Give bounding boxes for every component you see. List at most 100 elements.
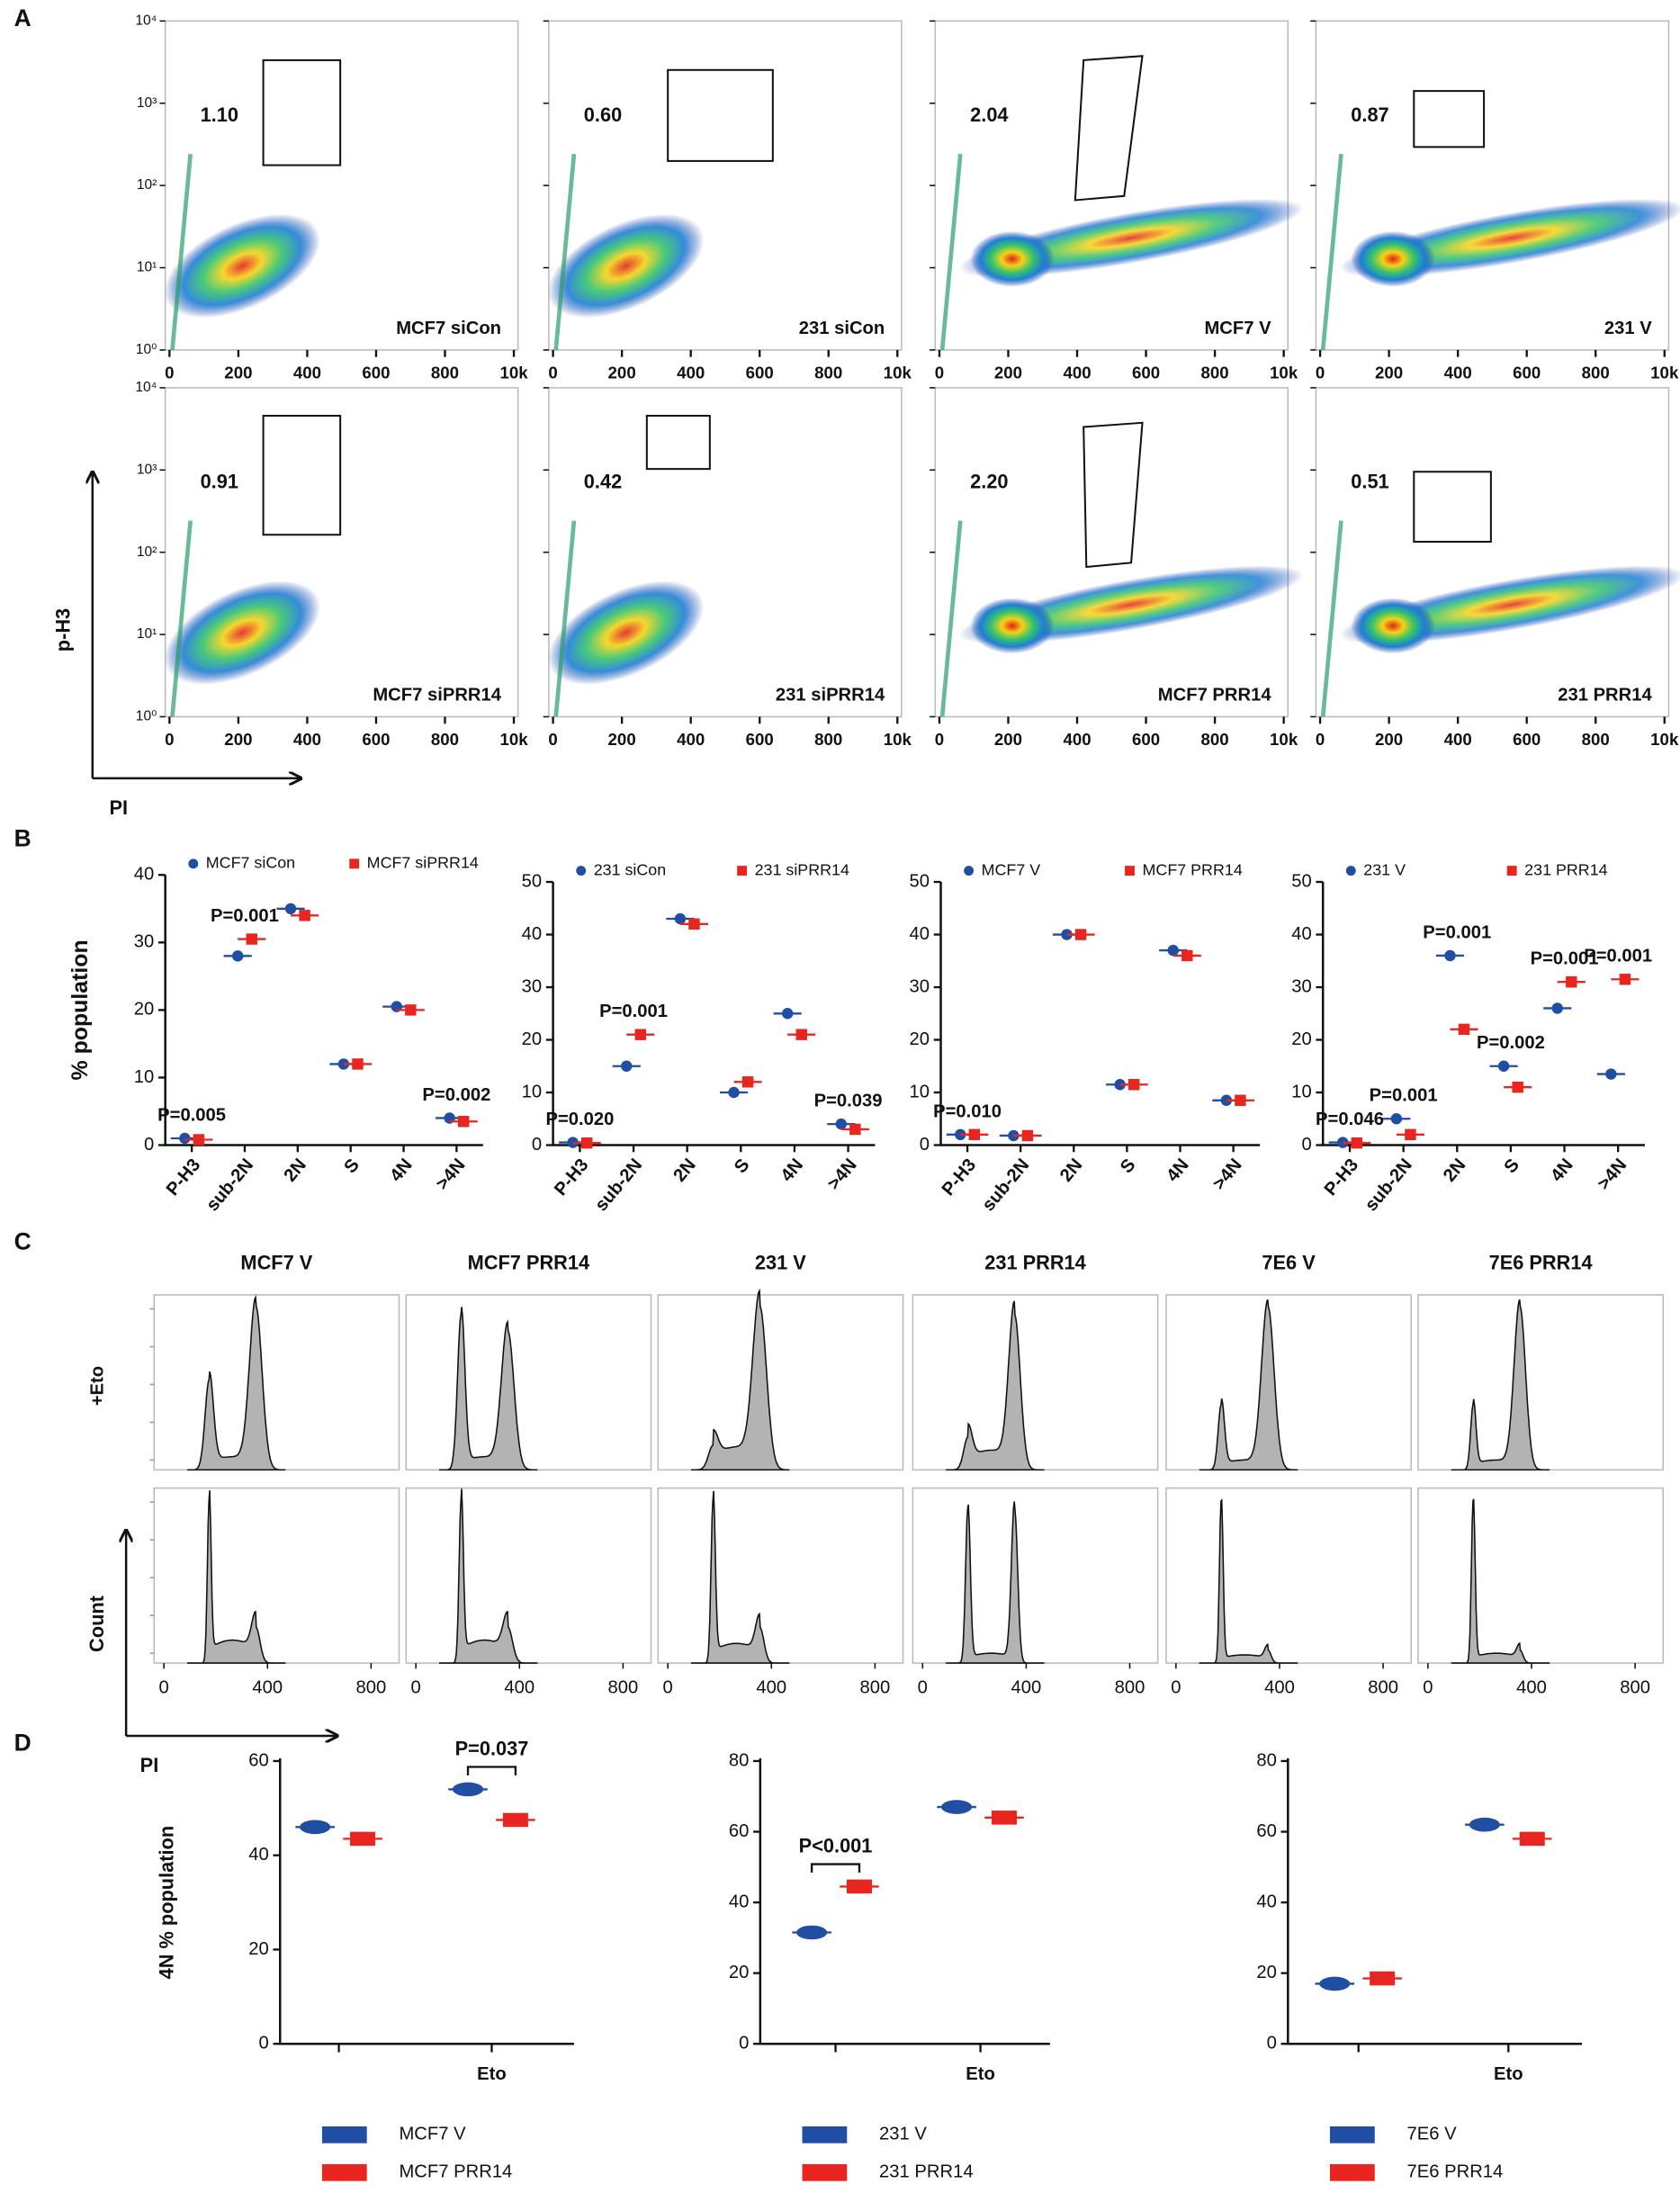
x-tick-label: 400: [1264, 1677, 1295, 1697]
density-blob: [970, 598, 1055, 654]
x-tick-label: 0: [1423, 1677, 1433, 1697]
legend-marker: [1506, 866, 1517, 876]
x-tick-label: 800: [355, 1677, 386, 1697]
y-tick-label: 0: [144, 1135, 154, 1155]
legend-marker: [321, 2126, 367, 2144]
histogram-curve: [946, 1501, 1045, 1664]
column-title: 231 PRR14: [984, 1251, 1086, 1273]
p-value: P=0.002: [1477, 1033, 1545, 1053]
dot: [1021, 1129, 1034, 1142]
gate-label: 1.10: [201, 103, 238, 126]
density-streak: [1320, 153, 1343, 351]
density-blob: [970, 230, 1055, 287]
y-tick-label: 20: [910, 1029, 930, 1049]
x-tick-label: 0: [165, 363, 174, 382]
y-tick-label: 20: [134, 1000, 155, 1020]
dot: [231, 950, 244, 962]
y-tick-label: 10⁰: [136, 709, 157, 724]
y-axis-label: p-H3: [51, 608, 74, 652]
legend-marker: [188, 858, 199, 869]
y-axis-label: Count: [85, 1595, 108, 1652]
x-tick-label: 0: [918, 1677, 928, 1697]
x-tick-label: 2N: [669, 1155, 699, 1186]
x-tick-label: 600: [746, 730, 774, 749]
dot: [1458, 1023, 1470, 1036]
x-tick-label: 400: [252, 1677, 283, 1697]
dot: [941, 1800, 973, 1814]
dot: [246, 933, 257, 945]
y-tick-label: 20: [248, 1939, 269, 1959]
y-tick-label: 0: [532, 1135, 542, 1155]
dot: [1351, 1137, 1363, 1149]
legend-label: 231 siPRR14: [755, 860, 849, 878]
axis: [1287, 1757, 1582, 2045]
x-tick-label: S: [1117, 1155, 1140, 1177]
x-tick-label: Eto: [966, 2064, 995, 2084]
y-tick-label: 10⁰: [136, 342, 157, 357]
plot-frame: [934, 387, 1289, 718]
plot-frame: [1165, 1294, 1412, 1471]
x-tick-label: 2N: [280, 1155, 310, 1186]
x-tick-label: 0: [1316, 363, 1325, 382]
dot: [299, 910, 310, 921]
x-axis-label: PI: [109, 796, 128, 819]
density-streak: [553, 153, 577, 351]
y-tick-label: 50: [522, 871, 543, 891]
x-tick-label: P-H3: [551, 1155, 592, 1200]
y-tick-label: 10¹: [137, 260, 157, 275]
sample-label: 231 V: [1604, 319, 1652, 338]
y-tick-label: 40: [1256, 1892, 1277, 1911]
y-tick-label: 10⁴: [135, 13, 157, 28]
x-tick-label: 0: [411, 1677, 421, 1697]
x-tick-label: 400: [1444, 730, 1472, 749]
p-value: P=0.001: [1370, 1086, 1438, 1106]
dot: [1444, 949, 1456, 962]
dot: [992, 1811, 1018, 1825]
dot: [1181, 949, 1193, 962]
y-axis-label: 4N % population: [156, 1826, 178, 1979]
x-tick-label: 400: [293, 363, 321, 382]
dot: [502, 1812, 528, 1828]
p-value: P<0.001: [799, 1835, 873, 1857]
density-blob: [1351, 598, 1435, 654]
density-cloud: [164, 153, 321, 351]
y-tick-label: 60: [729, 1821, 750, 1841]
plot-frame: [1315, 387, 1670, 718]
gate-label: 0.51: [1351, 470, 1388, 492]
x-tick-label: >4N: [432, 1155, 469, 1194]
x-tick-label: 200: [608, 730, 636, 749]
x-tick-label: 800: [1582, 730, 1610, 749]
x-tick-label: S: [1501, 1155, 1524, 1177]
dot: [580, 1137, 593, 1149]
p-value: P=0.020: [545, 1110, 614, 1129]
dot: [300, 1820, 331, 1835]
dot: [452, 1782, 484, 1797]
y-tick-label: 20: [729, 1963, 750, 1982]
histogram-curve: [690, 1288, 790, 1471]
density-streak: [170, 520, 193, 717]
p-value: P=0.010: [933, 1101, 1002, 1121]
column-title: MCF7 PRR14: [468, 1251, 589, 1273]
legend-label: 231 PRR14: [879, 2162, 974, 2182]
gate: [1413, 90, 1486, 148]
dot: [1235, 1094, 1246, 1107]
density-cloud: [547, 520, 705, 717]
plot-frame: [934, 20, 1289, 351]
p-value: P=0.001: [599, 1002, 668, 1021]
column-title: MCF7 V: [240, 1251, 312, 1273]
y-tick-label: 10³: [137, 95, 157, 111]
x-tick-label: 600: [1132, 363, 1160, 382]
histogram-curve: [690, 1490, 790, 1664]
dot: [688, 918, 700, 930]
x-tick-label: 600: [1513, 730, 1541, 749]
legend-marker: [1329, 2126, 1375, 2144]
dot: [1497, 1060, 1510, 1072]
x-tick-label: 800: [814, 363, 842, 382]
legend-label: MCF7 siCon: [206, 854, 295, 872]
plot-frame: [153, 1487, 400, 1664]
sample-label: 231 siCon: [799, 319, 885, 338]
gate: [1413, 471, 1492, 544]
x-tick-label: 400: [1063, 730, 1091, 749]
x-tick-label: 800: [1115, 1677, 1145, 1697]
x-tick-label: 800: [1201, 363, 1229, 382]
